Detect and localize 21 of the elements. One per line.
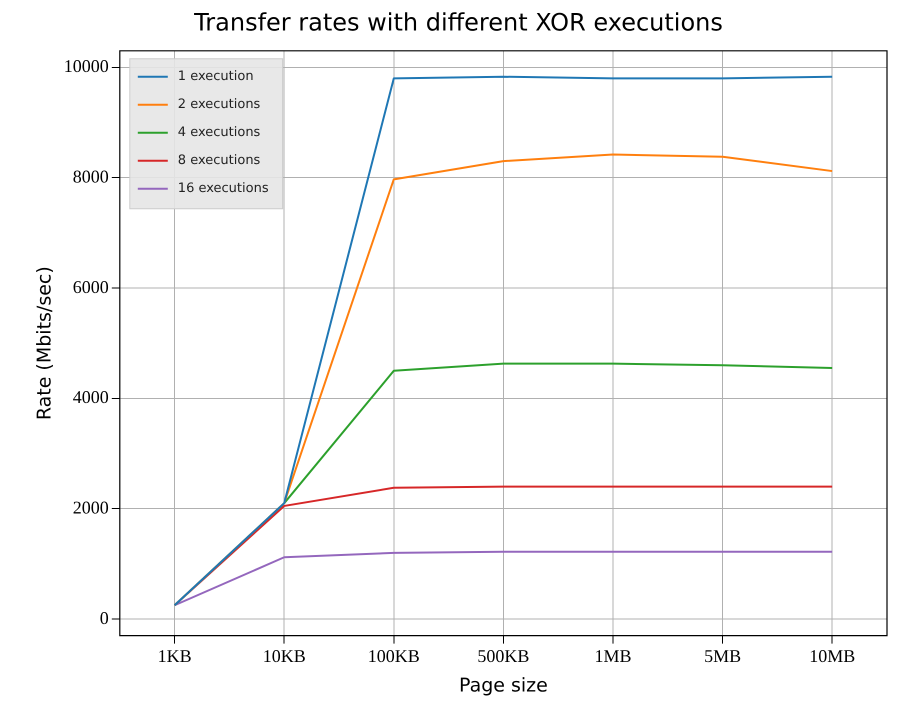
x-axis-title: Page size: [458, 674, 548, 697]
x-tick-label: 10MB: [809, 646, 856, 666]
x-tick-label: 1MB: [594, 646, 632, 666]
legend-label: 8 executions: [178, 153, 261, 168]
legend-label: 1 execution: [178, 69, 254, 84]
x-tick-label: 1KB: [158, 646, 192, 666]
legend-label: 2 executions: [178, 97, 261, 112]
x-tick-label: 5MB: [704, 646, 742, 666]
legend-label: 4 executions: [178, 125, 261, 140]
x-tick-label: 500KB: [477, 646, 530, 666]
legend-label: 16 executions: [178, 181, 269, 196]
x-tick-label: 10KB: [262, 646, 306, 666]
y-tick-label: 4000: [72, 387, 109, 408]
y-tick-label: 2000: [72, 497, 109, 518]
chart-title: Transfer rates with different XOR executions: [193, 8, 723, 37]
x-tick-label: 100KB: [368, 646, 420, 666]
y-tick-label: 8000: [72, 166, 109, 186]
y-axis-title: Rate (Mbits/sec): [33, 266, 56, 420]
y-tick-label: 6000: [72, 276, 109, 297]
y-tick-label: 0: [100, 608, 109, 628]
y-tick-label: 10000: [64, 56, 109, 76]
